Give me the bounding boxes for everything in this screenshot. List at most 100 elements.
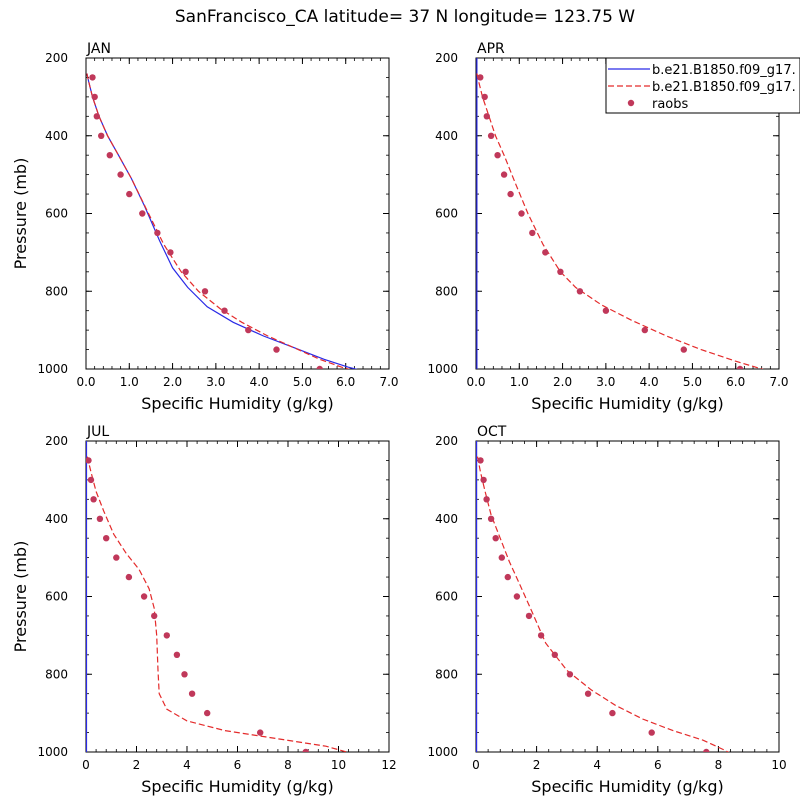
legend-label: b.e21.B1850.f09_g17. — [652, 80, 796, 95]
panel-title: JAN — [86, 41, 111, 57]
series-group — [476, 58, 764, 369]
y-tick-label: 800 — [435, 667, 458, 681]
y-axis-label: Pressure (mb) — [11, 541, 30, 653]
raobs-point — [90, 496, 97, 503]
raobs-point — [477, 457, 484, 464]
legend-label: raobs — [652, 97, 689, 112]
raobs-point — [273, 346, 280, 353]
y-tick-label: 200 — [45, 434, 68, 448]
y-tick-label: 600 — [45, 207, 68, 221]
raobs-point — [154, 229, 161, 237]
raobs-point — [483, 496, 490, 503]
x-tick-label: 0 — [472, 758, 480, 772]
plot-frame — [475, 440, 780, 753]
y-tick-label: 600 — [45, 590, 68, 604]
model-dashed-line — [86, 456, 350, 752]
raobs-point — [221, 307, 228, 314]
raobs-point — [117, 171, 124, 178]
model-solid-line — [86, 73, 358, 369]
x-tick-label: 0.0 — [76, 375, 95, 389]
x-tick-label: 3.0 — [596, 375, 615, 389]
y-tick-label: 600 — [435, 590, 458, 604]
raobs-point — [91, 93, 98, 101]
raobs-point — [602, 307, 610, 314]
x-tick-label: 1.0 — [120, 375, 139, 389]
raobs-point — [584, 690, 592, 697]
x-tick-label: 4 — [593, 758, 601, 772]
legend-dot-marker — [627, 99, 635, 107]
figure-title: SanFrancisco_CA latitude= 37 N longitude… — [175, 7, 635, 27]
y-tick-label: 800 — [45, 284, 68, 298]
raobs-point — [257, 729, 264, 736]
raobs-point — [507, 190, 514, 198]
raobs-point — [513, 593, 521, 600]
raobs-point — [542, 249, 549, 256]
x-tick-label: 6 — [234, 758, 242, 772]
x-axis-label: Specific Humidity (g/kg) — [531, 394, 723, 413]
raobs-point — [680, 346, 687, 353]
x-axis-label: Specific Humidity (g/kg) — [531, 777, 723, 796]
y-tick-label: 1000 — [37, 745, 68, 759]
model-dashed-line — [86, 73, 351, 369]
raobs-point — [525, 612, 533, 620]
raobs-point — [106, 152, 114, 159]
raobs-point — [86, 457, 92, 464]
x-tick-label: 6 — [654, 758, 662, 772]
raobs-point — [302, 748, 309, 752]
raobs-point — [96, 515, 104, 522]
x-tick-label: 10 — [331, 758, 346, 772]
y-axis-label: Pressure (mb) — [11, 158, 30, 270]
raobs-point — [140, 593, 148, 600]
series-group — [86, 441, 350, 752]
raobs-point — [609, 709, 616, 717]
raobs-point — [173, 651, 181, 658]
x-tick-label: 6.0 — [726, 375, 745, 389]
raobs-point — [182, 268, 189, 275]
y-tick-label: 1000 — [427, 745, 458, 759]
y-tick-label: 1000 — [37, 362, 68, 376]
model-dashed-line — [476, 456, 730, 752]
raobs-point — [316, 365, 323, 369]
raobs-point — [163, 632, 170, 639]
raobs-point — [89, 74, 96, 81]
raobs-point — [492, 535, 499, 542]
raobs-point — [500, 171, 508, 178]
panels-group: 0.0 1.0 2.0 3.0 4.0 5.0 6.0 7.02004006008001000… — [11, 41, 789, 796]
panel-apr: 0.0 1.0 2.0 3.0 4.0 5.0 6.0 7.0 200 400 600 800 1000… — [427, 41, 788, 413]
plot-frame — [85, 57, 390, 370]
raobs-point — [481, 93, 488, 101]
raobs-point — [537, 632, 545, 639]
x-tick-label: 8 — [715, 758, 723, 772]
raobs-point — [736, 365, 744, 369]
panel-oct: 0 2 4 6 8 10 200 400 600 800 1000 OCT Specific Humid… — [427, 424, 786, 796]
x-tick-label: 7.0 — [769, 375, 788, 389]
panel-jul: 0 2 4 6 8 10 12 200 400 600 800 1000 JUL Specific Hum… — [11, 424, 397, 796]
panel-title: OCT — [477, 424, 507, 440]
raobs-point — [498, 554, 505, 561]
x-tick-label: 2 — [133, 758, 141, 772]
y-tick-label: 800 — [435, 284, 458, 298]
x-tick-label: 5.0 — [293, 375, 312, 389]
raobs-point — [125, 573, 133, 581]
x-tick-label: 3.0 — [206, 375, 225, 389]
raobs-point — [126, 190, 133, 198]
panel-jan: 0.0 1.0 2.0 3.0 4.0 5.0 6.0 7.0 200 400 600 800 1000… — [11, 41, 399, 413]
x-tick-label: 1.0 — [510, 375, 529, 389]
raobs-point — [204, 709, 211, 717]
raobs-point — [181, 671, 188, 678]
raobs-point — [518, 210, 525, 217]
raobs-point — [113, 554, 120, 561]
raobs-point — [551, 651, 558, 658]
y-tick-label: 200 — [435, 51, 458, 65]
raobs-point — [566, 671, 574, 678]
x-tick-label: 10 — [771, 758, 786, 772]
legend: b.e21.B1850.f09_g17. b.e21.B1850.f09_g17.… — [605, 57, 800, 114]
x-tick-label: 4.0 — [250, 375, 269, 389]
panel-title: JUL — [86, 424, 109, 440]
x-tick-label: 4 — [183, 758, 191, 772]
x-tick-label: 0.0 — [466, 375, 485, 389]
raobs-point — [87, 476, 95, 484]
raobs-point — [98, 132, 105, 139]
x-tick-label: 4.0 — [640, 375, 659, 389]
